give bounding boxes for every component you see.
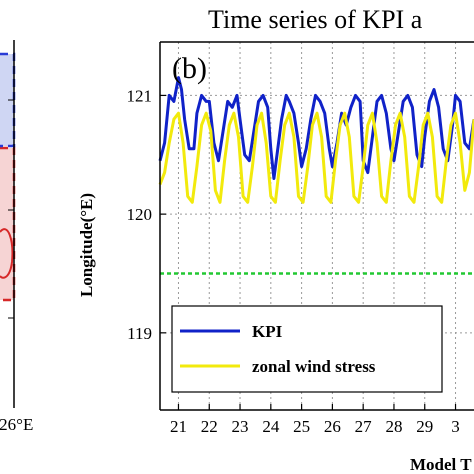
series-layer	[158, 76, 474, 275]
y-tick-label: 119	[127, 324, 152, 343]
left-map-panel: 126°E	[0, 40, 33, 434]
red-contour-line	[0, 228, 14, 279]
y-tick-label: 121	[127, 86, 153, 105]
x-axis-label: Model T	[410, 455, 472, 474]
chart-title: Time series of KPI a	[208, 5, 423, 34]
x-tick-label: 28	[385, 417, 402, 436]
x-tick-label: 21	[170, 417, 187, 436]
series-line-zonal-wind-stress	[158, 111, 474, 204]
left-map-xtick-label: 126°E	[0, 415, 33, 434]
red-region-box	[0, 146, 16, 302]
x-tick-label: 24	[262, 417, 280, 436]
legend: KPI zonal wind stress	[171, 305, 443, 393]
x-tick-label: 23	[232, 417, 249, 436]
legend-label-kpi: KPI	[252, 322, 283, 341]
y-tick-label: 120	[127, 205, 153, 224]
x-tick-label: 29	[416, 417, 433, 436]
y-axis-label: Longitude(°E)	[77, 193, 96, 297]
x-tick-label: 26	[324, 417, 341, 436]
panel-label: (b)	[172, 52, 207, 85]
x-tick-label: 3	[451, 417, 460, 436]
series-line-kpi	[158, 76, 474, 180]
red-region-fill	[0, 148, 14, 300]
x-tick-label: 27	[355, 417, 373, 436]
legend-label-wind: zonal wind stress	[252, 357, 376, 376]
axes: 119 120 121 21 22 23 24 25 26 27 28 29 3	[127, 41, 474, 436]
x-tick-label: 25	[293, 417, 310, 436]
legend-box	[171, 305, 443, 393]
blue-region-fill	[0, 54, 14, 146]
x-tick-label: 22	[201, 417, 218, 436]
